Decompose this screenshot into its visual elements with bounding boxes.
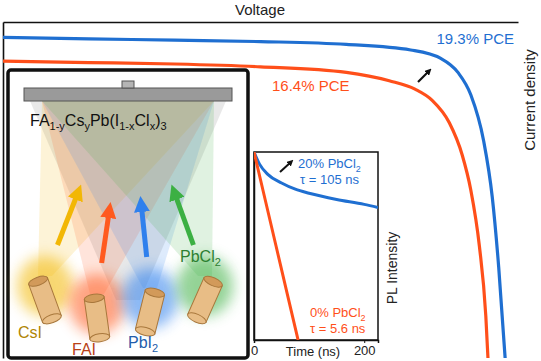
flux-arrow — [102, 210, 110, 263]
x-axis — [4, 22, 519, 23]
lifetime-label: τ = 105 ns — [300, 172, 359, 187]
x-tick: 0 — [251, 340, 258, 358]
series-label: 19.3% PCE — [436, 30, 514, 47]
vapor-beam — [42, 101, 214, 276]
flux-arrow — [174, 192, 193, 245]
y-axis — [3, 23, 4, 359]
jv-curve — [3, 37, 505, 358]
tick-label: 0 — [251, 343, 258, 358]
y-axis-title: PL Intensity — [384, 232, 400, 305]
crucible-body — [84, 297, 109, 339]
flux-arrow — [57, 192, 78, 245]
source-crucible — [134, 286, 165, 337]
crucible-top — [27, 274, 49, 288]
text-part: 16.4% PCE — [272, 77, 350, 94]
text-part: Cs — [65, 112, 85, 129]
jv-curve — [3, 61, 488, 358]
crucible-top — [202, 274, 224, 289]
source-crucible — [186, 274, 224, 326]
crucible-bottom — [41, 312, 63, 326]
text-subscript: 1-y — [50, 120, 66, 132]
source-label: CsI — [18, 324, 42, 341]
improvement-arrow — [280, 162, 291, 172]
improvement-arrow — [418, 71, 429, 82]
x-tick: 200 — [354, 340, 376, 358]
source-label: FAI — [72, 341, 96, 358]
y-axis-title: Current density — [521, 49, 538, 151]
tick-label: 200 — [354, 343, 376, 358]
pl-decay-curve — [254, 152, 378, 208]
series-label: 16.4% PCE — [272, 77, 350, 94]
inset-frame — [254, 152, 378, 340]
main-chart: Voltage Current density 19.3% PCE 16.4% PCE — [3, 1, 538, 359]
axis-line — [254, 153, 256, 341]
axis-line — [3, 23, 5, 359]
text-part: 19.3% PCE — [436, 30, 514, 47]
source-label: PbCl2 — [180, 248, 221, 268]
text-part: 0% PbCl — [310, 305, 361, 320]
y-axis — [254, 153, 255, 341]
pl-decay-curve — [254, 152, 298, 340]
text-subscript: 2 — [215, 256, 221, 268]
crucible-bottom — [186, 311, 208, 326]
text-part: Pb(I — [90, 112, 119, 129]
substrate-holder — [122, 81, 134, 88]
x-axis: 0 200 — [251, 340, 379, 358]
text-part: PbI — [128, 334, 152, 351]
crucible-top — [144, 286, 165, 299]
axis-line — [4, 22, 519, 24]
pl-inset: 0200Time (ns)PL Intensity20% PbCl2τ = 10… — [251, 152, 400, 359]
plot-area — [254, 152, 378, 340]
text-part: CsI — [18, 324, 42, 341]
crucible-top — [84, 293, 105, 304]
lifetime-label: τ = 5.6 ns — [310, 321, 366, 336]
text-part: Cl — [135, 112, 150, 129]
plot-area — [3, 37, 505, 358]
x-axis-title: Time (ns) — [286, 344, 340, 359]
figure: Voltage Current density 19.3% PCE 16.4% PCE… — [0, 0, 541, 361]
deposition-schematic: FA1-yCsyPb(I1-xClx)3CsIFAIPbI2PbCl2 — [8, 70, 248, 358]
flux-arrow — [141, 204, 147, 257]
source-crucible — [84, 293, 110, 343]
schematic-frame — [8, 70, 248, 358]
source-crucible — [27, 274, 62, 326]
text-subscript: 3 — [160, 120, 166, 132]
text-part: FAI — [72, 341, 96, 358]
film-formula: FA1-yCsyPb(I1-xClx)3 — [30, 112, 167, 132]
x-axis-title: Voltage — [235, 1, 285, 18]
text-subscript: 1-x — [119, 120, 135, 132]
text-part: FA — [30, 112, 50, 129]
vapor-beam — [42, 101, 214, 288]
substrate — [24, 88, 232, 101]
source-label: PbI2 — [128, 334, 158, 354]
text-subscript: 2 — [152, 342, 158, 354]
text-part: 20% PbCl — [298, 156, 356, 171]
text-part: PbCl — [180, 248, 215, 265]
